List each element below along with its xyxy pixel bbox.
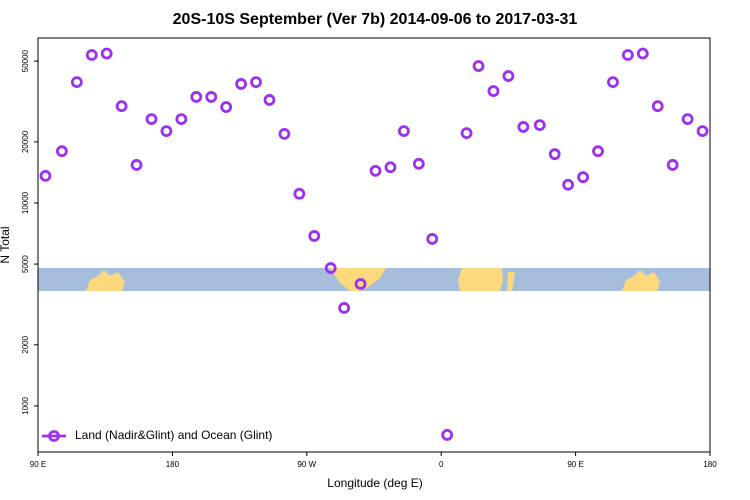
chart-title: 20S-10S September (Ver 7b) 2014-09-06 to… [173,11,578,28]
x-tick-label: 90 E [30,460,46,469]
point [577,171,589,184]
point [412,157,425,170]
y-tick-label: 50000 [21,49,30,72]
point [100,47,113,60]
point [190,91,203,103]
y-tick-label: 2000 [21,335,30,353]
point [517,121,530,133]
legend-label: Land (Nadir&Glint) and Ocean (Glint) [75,428,272,442]
point [548,148,561,161]
point [397,125,410,138]
map-band [38,268,710,291]
point [205,91,218,103]
y-tick-label: 10000 [21,191,30,214]
point [696,125,709,138]
point [502,70,515,82]
y-tick-label: 5000 [21,255,30,273]
point [278,127,291,140]
point [607,76,619,89]
point [220,101,233,113]
point [175,113,188,126]
x-tick-label: 90 W [297,460,316,469]
point [460,127,473,139]
point [115,100,128,113]
point [70,76,83,89]
point [250,76,262,89]
point [621,49,634,61]
point [338,302,351,314]
x-tick-label: 180 [166,460,180,469]
y-tick-label: 1000 [21,396,30,414]
point [487,85,500,97]
legend-marker [48,430,60,442]
point [666,159,679,171]
point [160,125,173,138]
point [369,164,382,177]
point [472,60,485,72]
point [55,145,68,158]
point [39,169,52,182]
point [592,145,604,158]
point [235,78,247,90]
point [293,187,306,200]
point [308,230,321,242]
point [651,100,664,113]
point [562,178,575,191]
point [636,47,649,60]
point [681,113,694,126]
x-axis-label: Longitude (deg E) [327,476,422,490]
x-tick-label: 90 E [567,460,583,469]
point [441,428,454,441]
x-tick-label: 180 [703,460,717,469]
plot-frame [37,37,711,453]
y-axis-label: N Total [0,226,12,263]
x-tick-label: 0 [439,460,444,469]
point [130,159,143,171]
point [85,49,98,61]
point [533,119,546,131]
point [354,278,367,290]
point [426,233,439,245]
point [263,94,276,106]
point [384,161,397,174]
point [145,113,158,126]
y-tick-label: 20000 [21,130,30,153]
point [324,262,337,274]
